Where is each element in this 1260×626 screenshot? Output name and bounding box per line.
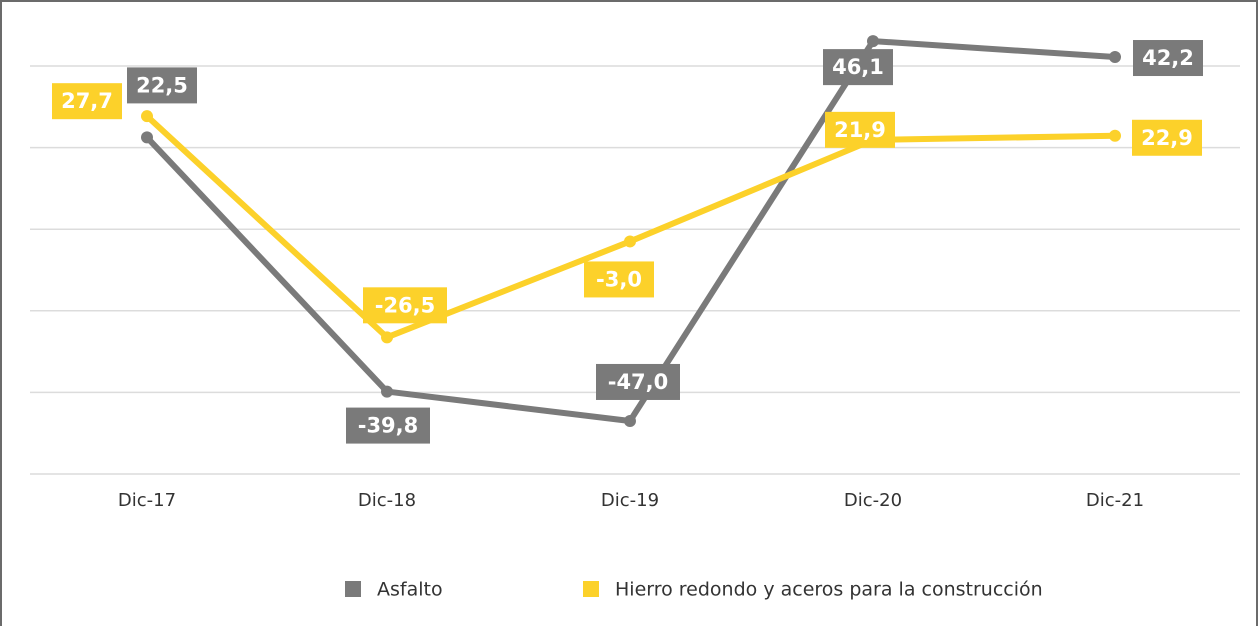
line	[144, 113, 1116, 341]
point	[1109, 51, 1121, 64]
x-tick-label: Dic-21	[1086, 490, 1144, 511]
point	[381, 385, 393, 398]
value-label-box	[1132, 119, 1202, 156]
point	[141, 110, 153, 123]
value-label-box	[127, 67, 197, 104]
point	[1109, 129, 1121, 142]
value-label-box	[346, 407, 430, 444]
value-label: 21,9	[834, 118, 886, 142]
value-label: 22,5	[136, 73, 188, 97]
value-label-box	[596, 363, 680, 400]
value-label-box	[1133, 40, 1203, 77]
point	[624, 414, 636, 427]
value-label: -3,0	[596, 267, 642, 291]
point	[141, 131, 153, 144]
legend-swatch	[345, 581, 361, 597]
value-label: 27,7	[61, 89, 113, 113]
value-label-box	[52, 83, 122, 120]
value-label: 22,9	[1141, 126, 1193, 150]
x-tick-label: Dic-18	[358, 490, 416, 511]
point	[624, 235, 636, 248]
point	[867, 35, 879, 48]
point	[381, 331, 393, 344]
legend-label: Asfalto	[377, 579, 443, 601]
legend-label: Hierro redondo y aceros para la construc…	[615, 579, 1043, 601]
value-label: 46,1	[832, 55, 884, 79]
value-label-box	[825, 111, 895, 148]
legend-swatch	[583, 581, 599, 597]
value-label-box	[363, 287, 447, 324]
value-label: 42,2	[1142, 46, 1194, 70]
x-tick-label: Dic-19	[601, 490, 659, 511]
value-label-box	[823, 49, 893, 86]
value-label: -26,5	[375, 293, 436, 317]
value-label-box	[584, 261, 654, 298]
value-label: -47,0	[608, 370, 669, 394]
x-tick-label: Dic-17	[118, 490, 176, 511]
value-label: -39,8	[358, 414, 419, 438]
x-tick-label: Dic-20	[844, 490, 902, 511]
